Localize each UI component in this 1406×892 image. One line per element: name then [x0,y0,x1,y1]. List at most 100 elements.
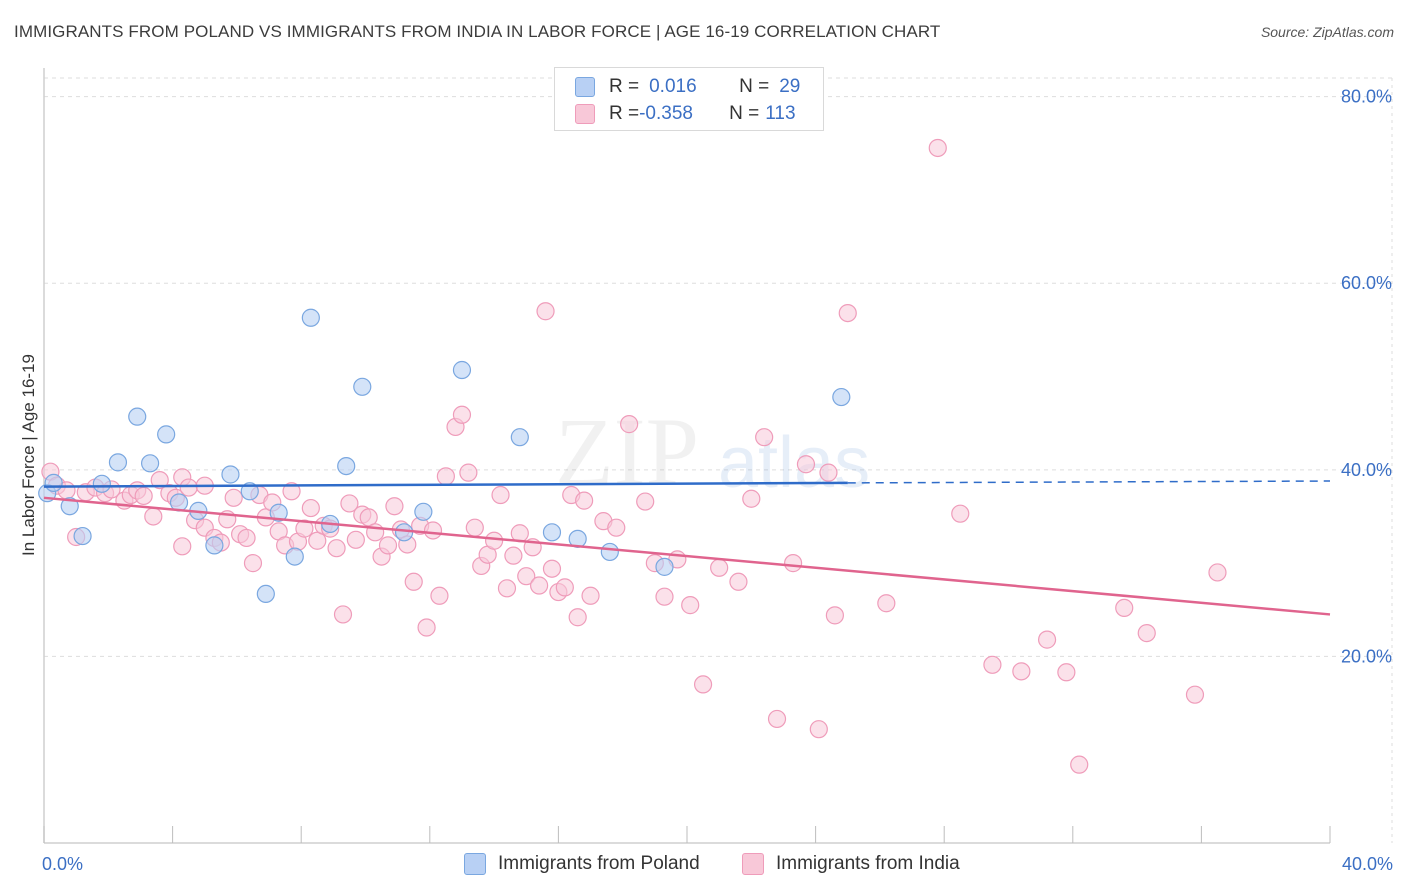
gridlines [44,77,1393,843]
point-india [809,720,828,739]
point-poland [128,407,147,426]
y-axis-title: In Labor Force | Age 16-19 [19,354,38,556]
source-label: Source: ZipAtlas.com [1260,24,1394,40]
point-poland [600,542,619,562]
point-poland [92,474,111,493]
legend-n-label: N = [739,76,770,97]
point-poland [285,547,304,566]
point-india [485,531,504,550]
point-india [710,558,729,577]
point-poland [108,453,128,472]
point-poland [394,523,414,542]
point-india [243,554,263,573]
y-tick-label: 20.0% [1341,646,1392,666]
legend-row-india: R = -0.358 N = 113 [575,101,796,127]
point-india [340,494,359,513]
y-tick-label: 80.0% [1341,87,1392,107]
point-india [378,536,398,555]
point-india [1137,623,1156,643]
point-india [430,586,449,605]
point-india [568,608,587,627]
trend-line-india [43,496,1331,616]
bottom-legend-label-poland: Immigrants from Poland [498,853,700,874]
point-poland [221,465,240,484]
point-india [346,530,365,549]
trend-line-poland-extension [847,480,1331,484]
point-india [1208,563,1227,582]
point-india [838,303,857,323]
point-poland [301,308,320,327]
point-india [1057,663,1076,682]
point-india [983,655,1002,674]
point-india [555,578,574,597]
point-poland [353,377,372,396]
point-india [327,539,346,558]
point-india [504,546,523,565]
watermark-atlas: atlas [718,423,870,503]
legend-n-value: 29 [779,76,801,97]
point-india [404,572,423,591]
point-india [385,497,404,516]
point-india [530,576,549,595]
point-india [144,507,163,526]
point-india [951,504,970,523]
point-poland [140,454,160,473]
point-india [134,486,153,506]
point-poland [510,428,529,447]
point-india [536,302,555,321]
point-india [491,485,510,505]
legend-n-label: N = [729,103,760,124]
legend-swatch-poland [575,77,595,97]
point-india [282,482,301,501]
point-india [237,528,256,548]
point-india [333,605,353,624]
point-india [436,467,455,486]
point-poland [832,387,851,407]
point-india [542,559,562,578]
tick-labels: 20.0% 40.0% 60.0% 80.0% 0.0% 40.0% [42,87,1393,874]
point-poland [337,456,356,476]
point-india [295,519,314,538]
y-tick-label: 60.0% [1341,273,1392,293]
point-india [767,709,787,729]
legend-swatch-india [575,104,595,124]
point-poland [73,526,92,546]
bottom-legend-label-india: Immigrants from India [776,853,960,874]
point-india [173,537,192,556]
point-india [796,455,816,474]
point-india [877,594,896,613]
chart-title: IMMIGRANTS FROM POLAND VS IMMIGRANTS FRO… [14,22,941,41]
point-poland [542,523,562,542]
point-india [224,488,243,507]
point-india [742,489,761,508]
point-india [819,463,838,482]
trend-line-poland [43,481,848,488]
point-india [1115,598,1134,618]
point-india [1037,630,1057,649]
point-india [755,428,774,447]
point-india [655,587,674,606]
watermark: ZIP atlas [555,398,870,505]
x-tick-label: 40.0% [1342,854,1393,874]
legend-r-label: R = [609,103,640,124]
stats-legend: R = 0.016 N = 29 R = -0.358 N = 113 [554,67,824,131]
legend-n-value: 113 [765,103,796,124]
series-poland-points [38,308,851,604]
point-india [636,492,655,511]
point-poland [157,425,176,444]
point-india [620,415,639,434]
bottom-legend-india: Immigrants from India [742,852,960,876]
point-poland [256,584,275,604]
point-india [497,579,517,598]
bottom-legend-swatch-poland [464,853,486,875]
point-india [681,596,700,615]
point-india [459,463,478,482]
point-poland [452,360,472,380]
point-india [1185,685,1205,704]
point-india [517,567,536,586]
point-india [301,498,320,518]
point-india [452,405,472,424]
point-india [150,470,169,490]
legend-row-poland: R = 0.016 N = 29 [575,74,800,100]
